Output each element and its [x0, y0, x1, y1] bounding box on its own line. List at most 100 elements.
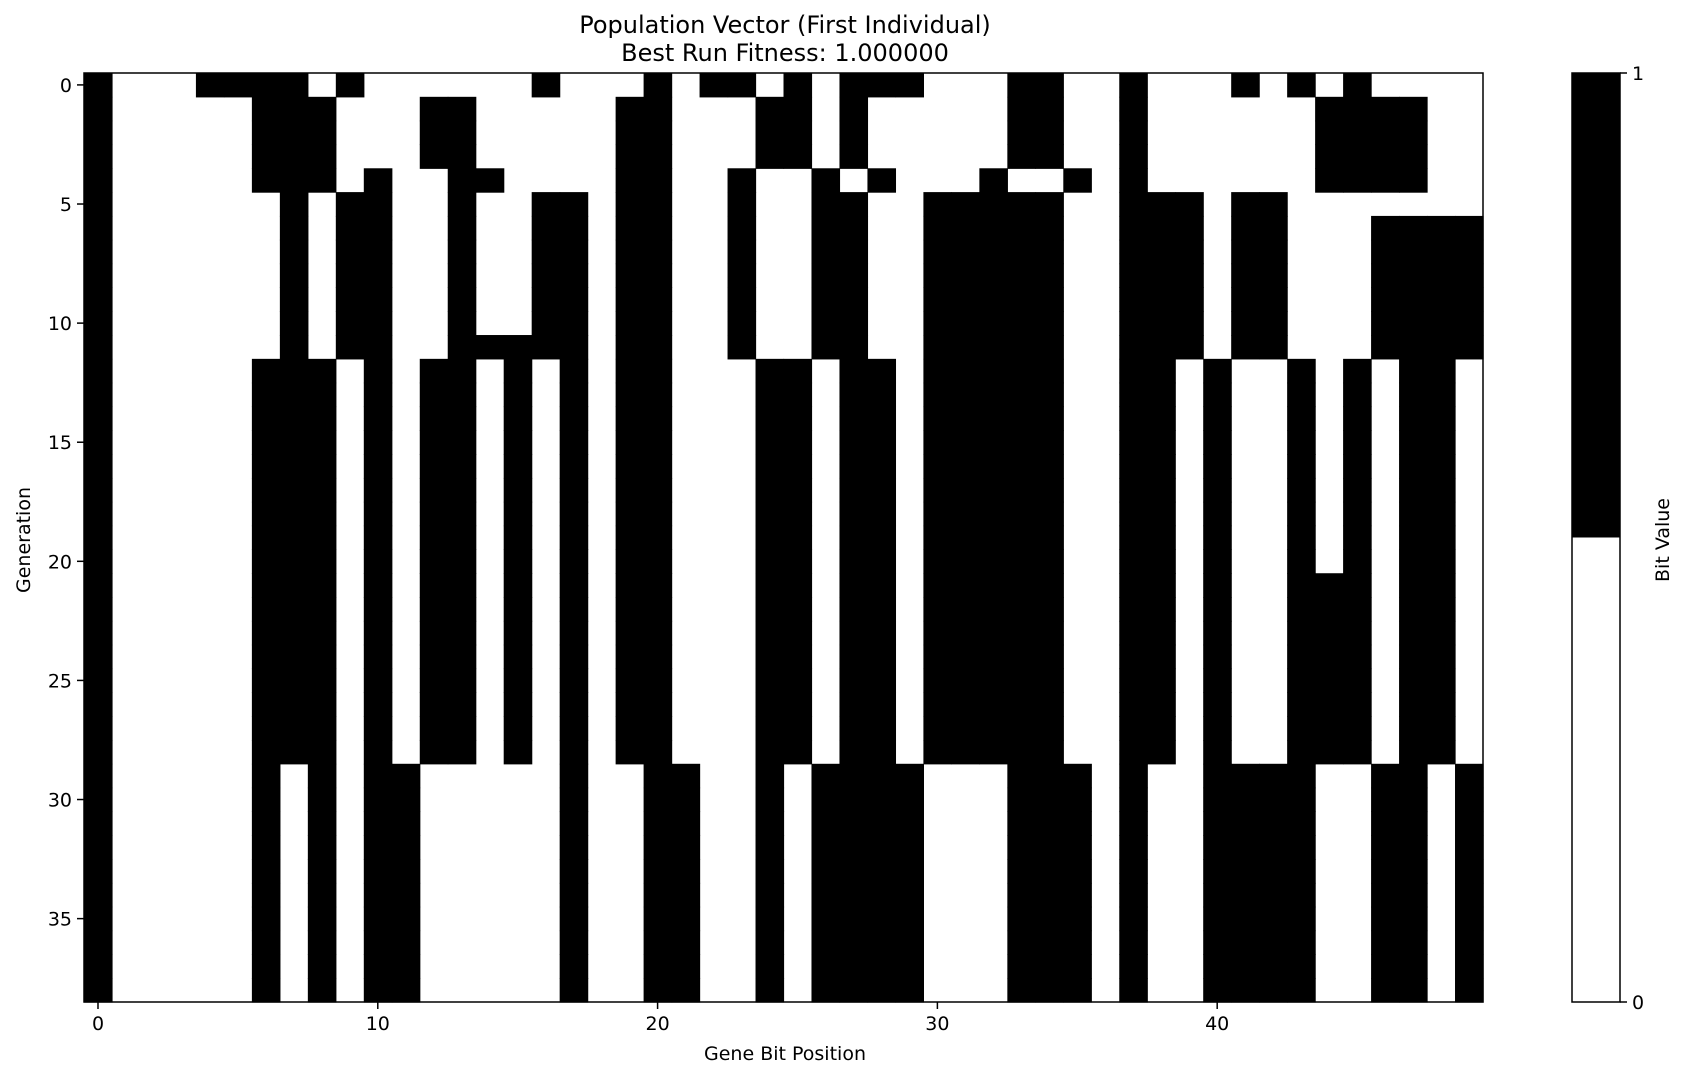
- heatmap-cell: [783, 739, 813, 765]
- heatmap-cell: [923, 716, 952, 741]
- heatmap-cell: [979, 501, 1008, 527]
- heatmap-cell: [727, 263, 757, 288]
- heatmap-cell: [1035, 739, 1064, 765]
- heatmap-cell: [84, 192, 113, 217]
- heatmap-cell: [1231, 954, 1260, 979]
- heatmap-cell: [363, 358, 393, 384]
- heatmap-cell: [1119, 763, 1148, 789]
- heatmap-cell: [923, 620, 952, 646]
- heatmap-cell: [1119, 501, 1148, 527]
- heatmap-cell: [1231, 287, 1260, 312]
- heatmap-cell: [84, 739, 113, 765]
- heatmap-cell: [1203, 454, 1232, 479]
- heatmap-cell: [643, 430, 673, 455]
- heatmap-cell: [951, 573, 980, 598]
- heatmap-cell: [615, 406, 645, 431]
- heatmap-cell: [84, 573, 113, 598]
- heatmap-cell: [839, 620, 869, 646]
- heatmap-cell: [1063, 859, 1092, 884]
- heatmap-cell: [559, 287, 589, 312]
- heatmap-cell: [1035, 501, 1064, 527]
- heatmap-cell: [1343, 477, 1372, 503]
- heatmap-cell: [755, 811, 785, 836]
- heatmap-cell: [755, 954, 785, 979]
- heatmap-cell: [923, 287, 952, 312]
- heatmap-cell: [1455, 263, 1484, 288]
- y-tick-label: 0: [60, 75, 72, 97]
- heatmap-cell: [1315, 739, 1344, 765]
- heatmap-cell: [1399, 859, 1428, 884]
- heatmap-cell: [559, 501, 589, 527]
- heatmap-cell: [84, 477, 113, 503]
- heatmap-cell: [615, 668, 645, 693]
- heatmap-cell: [839, 215, 869, 241]
- heatmap-cell: [1063, 930, 1092, 955]
- heatmap-cell: [475, 168, 505, 193]
- y-tick-label: 5: [60, 194, 72, 216]
- heatmap-cell: [1315, 716, 1344, 741]
- heatmap-cell: [1399, 620, 1428, 646]
- heatmap-cell: [839, 454, 869, 479]
- heatmap-cell: [839, 406, 869, 431]
- heatmap-cell: [615, 477, 645, 503]
- heatmap-cell: [251, 978, 281, 1003]
- heatmap-cell: [1203, 692, 1232, 717]
- heatmap-cell: [979, 239, 1008, 265]
- heatmap-cell: [1007, 120, 1036, 146]
- heatmap-cell: [447, 525, 477, 551]
- heatmap-cell: [1287, 477, 1316, 503]
- heatmap-cell: [839, 358, 869, 384]
- heatmap-cell: [1343, 168, 1372, 193]
- heatmap-cell: [419, 573, 449, 598]
- heatmap-cell: [951, 192, 980, 217]
- heatmap-cell: [363, 335, 393, 360]
- heatmap-cell: [251, 787, 281, 813]
- heatmap-cell: [84, 311, 113, 336]
- heatmap-cell: [447, 620, 477, 646]
- heatmap-cell: [1231, 787, 1260, 813]
- heatmap-cell: [1203, 597, 1232, 622]
- heatmap-cell: [1371, 930, 1400, 955]
- heatmap-cell: [531, 311, 561, 336]
- heatmap-cell: [867, 358, 897, 384]
- heatmap-cell: [811, 287, 841, 312]
- heatmap-cell: [783, 96, 813, 122]
- heatmap-cell: [615, 716, 645, 741]
- heatmap-cell: [1007, 692, 1036, 717]
- heatmap-cell: [419, 382, 449, 408]
- heatmap-cell: [307, 430, 337, 455]
- x-tick-label: 20: [645, 1013, 669, 1035]
- heatmap-cell: [1119, 120, 1148, 146]
- heatmap-cell: [447, 192, 477, 217]
- x-tick-label: 0: [92, 1013, 104, 1035]
- heatmap-cell: [1399, 978, 1428, 1003]
- heatmap-cell: [1007, 549, 1036, 574]
- heatmap-cell: [895, 73, 924, 98]
- heatmap-cell: [615, 454, 645, 479]
- heatmap-cell: [1371, 239, 1400, 265]
- heatmap-cell: [1147, 668, 1176, 693]
- heatmap-cell: [951, 549, 980, 574]
- heatmap-cell: [1259, 335, 1288, 360]
- heatmap-cell: [1399, 263, 1428, 288]
- heatmap-cell: [1399, 739, 1428, 765]
- heatmap-cell: [531, 215, 561, 241]
- heatmap-cell: [1231, 763, 1260, 789]
- heatmap-cell: [839, 573, 869, 598]
- heatmap-cell: [1259, 239, 1288, 265]
- heatmap-cell: [811, 311, 841, 336]
- heatmap-cell: [979, 430, 1008, 455]
- heatmap-cell: [1287, 573, 1316, 598]
- heatmap-cell: [923, 477, 952, 503]
- heatmap-cell: [1427, 239, 1456, 265]
- heatmap-cell: [1427, 358, 1456, 384]
- heatmap-cell: [1343, 96, 1372, 122]
- heatmap-cell: [895, 811, 924, 836]
- heatmap-cell: [279, 215, 309, 241]
- heatmap-cell: [867, 501, 897, 527]
- heatmap-cell: [1287, 454, 1316, 479]
- heatmap-cell: [84, 382, 113, 408]
- heatmap-cell: [1203, 382, 1232, 408]
- heatmap-cell: [923, 501, 952, 527]
- heatmap-cell: [1035, 144, 1064, 169]
